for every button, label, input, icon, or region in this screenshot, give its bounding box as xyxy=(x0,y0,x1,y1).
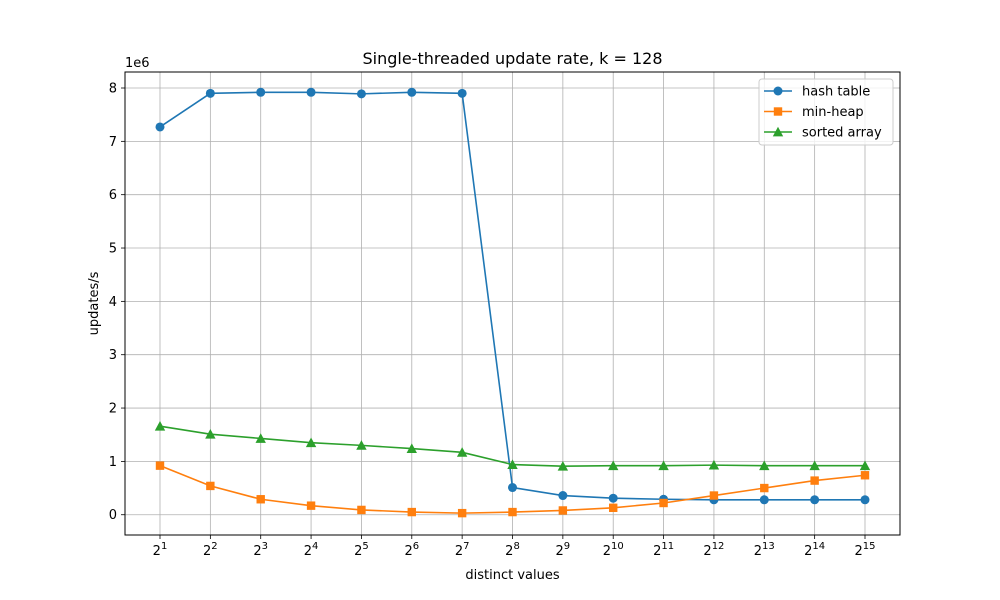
data-point-hash-table xyxy=(608,493,618,503)
data-point-hash-table xyxy=(306,87,316,97)
data-point-min-heap xyxy=(609,503,618,512)
data-point-min-heap xyxy=(155,461,165,470)
data-point-sorted-array xyxy=(658,460,669,471)
data-point-min-heap xyxy=(558,506,568,515)
data-point-hash-table xyxy=(810,495,820,505)
y-tick-label: 6 xyxy=(109,188,117,203)
data-point-sorted-array xyxy=(608,460,619,471)
legend-box xyxy=(758,78,894,146)
data-point-hash-table xyxy=(256,87,266,97)
grid xyxy=(125,72,900,535)
y-tick-label: 1 xyxy=(109,455,117,470)
y-tick-label: 8 xyxy=(109,82,117,97)
data-point-min-heap xyxy=(357,505,366,515)
legend-marker-sorted-array xyxy=(772,126,784,137)
data-point-min-heap xyxy=(709,491,719,500)
data-point-sorted-array xyxy=(809,460,820,471)
data-point-min-heap xyxy=(407,507,416,517)
data-point-min-heap xyxy=(860,471,870,480)
legend-marker-min-heap xyxy=(773,107,783,116)
data-point-min-heap xyxy=(508,507,517,517)
data-point-hash-table xyxy=(407,87,417,97)
data-point-hash-table xyxy=(457,88,467,98)
data-point-sorted-array xyxy=(255,433,266,443)
data-point-sorted-array xyxy=(154,420,166,431)
y-tick-label: 4 xyxy=(109,295,117,310)
axes-ticks: 21 22 23 24 25 26 27 28 29 210 211 212 213 214 2150123… xyxy=(109,82,876,559)
data-point-sorted-array xyxy=(759,460,770,471)
y-tick-label: 2 xyxy=(109,402,117,417)
data-point-min-heap xyxy=(810,476,819,485)
data-point-hash-table xyxy=(205,88,215,98)
data-point-sorted-array xyxy=(708,459,720,470)
x-axis-label: distinct values xyxy=(465,568,559,583)
legend: hash table min-heap sorted array xyxy=(758,78,894,146)
data-point-hash-table xyxy=(155,122,165,132)
data-point-min-heap xyxy=(659,498,668,508)
data-point-sorted-array xyxy=(507,459,518,470)
data-point-min-heap xyxy=(306,501,316,510)
series-layer xyxy=(154,87,871,518)
data-point-sorted-array xyxy=(305,437,317,448)
data-point-sorted-array xyxy=(406,443,417,454)
data-point-sorted-array xyxy=(859,460,871,471)
chart-title: Single-threaded update rate, k = 128 xyxy=(362,49,662,68)
data-point-min-heap xyxy=(457,508,467,518)
data-point-sorted-array xyxy=(356,440,367,450)
y-axis-label: updates/s xyxy=(87,271,102,335)
legend-label-hash-table: hash table xyxy=(802,85,870,100)
data-point-min-heap xyxy=(206,481,215,491)
legend-label-sorted-array: sorted array xyxy=(802,126,882,141)
data-point-hash-table xyxy=(356,89,366,99)
data-point-min-heap xyxy=(760,483,769,493)
data-point-sorted-array xyxy=(557,460,569,471)
legend-marker-hash-table xyxy=(773,86,783,96)
y-tick-label: 7 xyxy=(109,135,117,150)
data-point-sorted-array xyxy=(205,428,216,439)
data-point-hash-table xyxy=(860,495,870,505)
y-tick-label: 5 xyxy=(109,242,117,257)
legend-label-min-heap: min-heap xyxy=(802,105,864,120)
data-point-min-heap xyxy=(256,495,265,504)
y-tick-label: 0 xyxy=(109,508,117,523)
data-point-hash-table xyxy=(558,491,568,501)
data-point-sorted-array xyxy=(456,447,468,457)
y-offset-label: 1e6 xyxy=(125,56,150,71)
y-tick-label: 3 xyxy=(109,348,117,363)
data-point-hash-table xyxy=(508,483,517,493)
data-point-hash-table xyxy=(759,495,769,505)
